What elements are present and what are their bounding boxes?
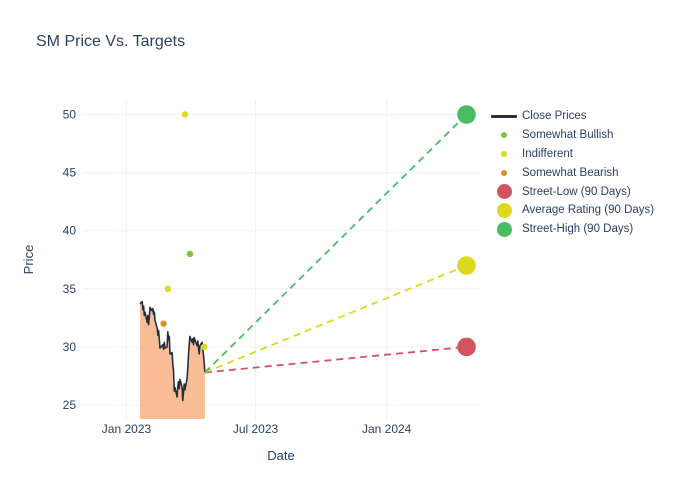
- y-axis-title: Price: [21, 245, 36, 275]
- rating-point-somewhat-bearish[interactable]: [160, 320, 167, 327]
- legend-item-street-low-90-days[interactable]: Street-Low (90 Days): [489, 182, 654, 201]
- x-tick-label: Jan 2024: [362, 422, 412, 436]
- legend-item-label: Close Prices: [522, 110, 587, 123]
- rating-point-indifferent[interactable]: [181, 111, 189, 118]
- target-marker-street-low-90-days[interactable]: [457, 337, 476, 357]
- rating-point-indifferent[interactable]: [200, 343, 208, 351]
- y-tick-label: 45: [63, 166, 77, 180]
- legend-dot-large-icon: [489, 202, 519, 218]
- close-price-line[interactable]: [139, 300, 206, 402]
- legend-dot-small-icon: [489, 131, 519, 139]
- legend-item-label: Somewhat Bearish: [522, 166, 619, 179]
- legend-item-street-high-90-days[interactable]: Street-High (90 Days): [489, 220, 654, 239]
- legend-item-close-prices[interactable]: Close Prices: [489, 107, 654, 126]
- legend-item-somewhat-bullish[interactable]: Somewhat Bullish: [489, 126, 654, 145]
- legend-item-label: Street-High (90 Days): [522, 223, 634, 236]
- y-tick-label: 40: [63, 224, 77, 238]
- y-tick-label: 50: [63, 108, 77, 122]
- x-tick-label: Jul 2023: [233, 422, 279, 436]
- legend-line-icon: [489, 115, 519, 118]
- rating-point-indifferent[interactable]: [164, 285, 172, 292]
- legend-dot-small-icon: [489, 169, 519, 177]
- x-tick-label: Jan 2023: [102, 422, 152, 436]
- trend-line-street-high-90-days: [204, 113, 468, 374]
- chart-title: SM Price Vs. Targets: [36, 33, 186, 50]
- x-axis-title: Date: [267, 448, 294, 463]
- legend-dot-small-icon: [489, 150, 519, 158]
- y-tick-label: 30: [63, 340, 77, 354]
- y-tick-label: 25: [63, 398, 77, 412]
- legend-item-label: Somewhat Bullish: [522, 129, 614, 142]
- legend-dot-large-icon: [489, 221, 519, 237]
- trend-line-street-low-90-days: [204, 346, 467, 374]
- legend-dot-large-icon: [489, 184, 519, 200]
- rating-point-somewhat-bullish[interactable]: [186, 250, 194, 258]
- legend-item-indifferent[interactable]: Indifferent: [489, 145, 654, 164]
- legend-item-label: Street-Low (90 Days): [522, 185, 631, 198]
- legend-item-average-rating-90-days[interactable]: Average Rating (90 Days): [489, 201, 654, 220]
- legend-item-label: Average Rating (90 Days): [522, 204, 655, 217]
- legend-item-somewhat-bearish[interactable]: Somewhat Bearish: [489, 163, 654, 182]
- target-marker-street-high-90-days[interactable]: [457, 105, 476, 124]
- y-tick-label: 35: [63, 282, 77, 296]
- legend: Close Prices Somewhat Bullish Indifferent S…: [489, 107, 654, 239]
- legend-item-label: Indifferent: [522, 147, 573, 160]
- target-marker-average-rating-90-days[interactable]: [457, 256, 476, 275]
